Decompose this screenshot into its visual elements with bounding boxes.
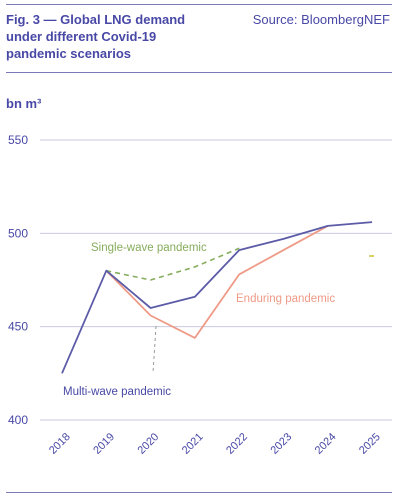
y-tick-labels: 550 500 450 400 — [8, 133, 28, 427]
y-tick-label: 500 — [8, 226, 28, 240]
y-tick-label: 400 — [8, 413, 28, 427]
x-tick-label: 2024 — [313, 431, 339, 457]
x-tick-label: 2021 — [180, 431, 206, 457]
x-tick-label: 2020 — [136, 431, 162, 457]
series-line-enduring-pandemic — [105, 225, 329, 339]
x-tick-label: 2025 — [357, 431, 383, 457]
enduring-annotation: Enduring pandemic — [236, 293, 335, 305]
multi-wave-annotation: Multi-wave pandemic — [63, 386, 171, 398]
top-rule — [6, 4, 392, 5]
multi-wave-leader-line — [152, 325, 157, 374]
figure-title: Fig. 3 — Global LNG demand under differe… — [6, 12, 186, 61]
y-tick-label: 450 — [8, 320, 28, 334]
gridlines — [40, 139, 392, 421]
figure-source: Source: BloombergNEF — [252, 12, 390, 27]
bottom-rule — [6, 492, 392, 493]
title-rule — [6, 72, 392, 73]
x-tick-label: 2018 — [47, 431, 73, 457]
x-tick-label: 2023 — [268, 431, 294, 457]
series-lines — [61, 221, 373, 374]
y-axis-unit-label: bn m³ — [6, 96, 42, 111]
y-tick-label: 550 — [8, 133, 28, 147]
series-line-multi-wave-pandemic — [61, 221, 373, 374]
x-tick-label: 2022 — [224, 431, 250, 457]
series-line-single-wave-pandemic — [106, 247, 240, 281]
single-wave-annotation: Single-wave pandemic — [91, 242, 207, 254]
x-tick-labels: 2018 2019 2020 2021 2022 2023 2024 2025 — [47, 431, 383, 457]
x-tick-label: 2019 — [91, 431, 117, 457]
